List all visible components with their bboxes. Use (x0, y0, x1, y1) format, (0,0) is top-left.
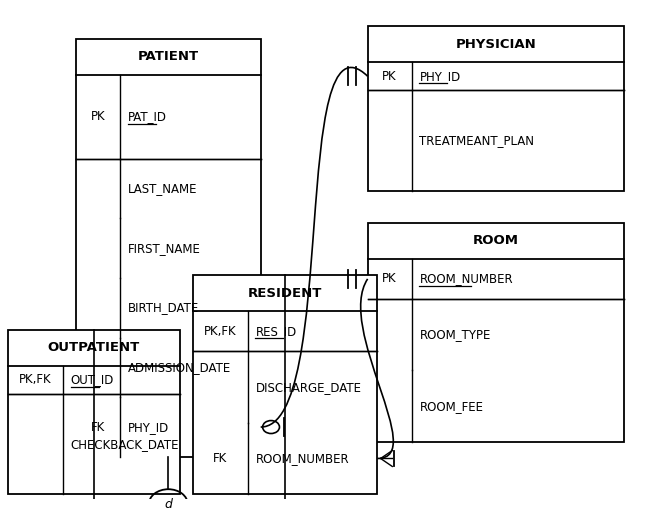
FancyBboxPatch shape (193, 275, 378, 494)
Text: FIRST_NAME: FIRST_NAME (128, 242, 201, 254)
Text: LAST_NAME: LAST_NAME (128, 182, 197, 195)
Text: PK: PK (382, 69, 397, 83)
Text: PHY_ID: PHY_ID (419, 69, 461, 83)
Text: PATIENT: PATIENT (138, 50, 199, 63)
FancyBboxPatch shape (76, 39, 260, 457)
Text: PK: PK (90, 110, 105, 123)
Text: PK,FK: PK,FK (204, 324, 236, 338)
Text: d: d (164, 498, 173, 510)
Text: ROOM_FEE: ROOM_FEE (419, 400, 484, 413)
FancyBboxPatch shape (8, 330, 180, 494)
Text: PHY_ID: PHY_ID (128, 421, 169, 433)
Text: BIRTH_DATE: BIRTH_DATE (128, 301, 199, 314)
Text: ROOM_NUMBER: ROOM_NUMBER (419, 272, 513, 286)
Text: PK: PK (382, 272, 397, 286)
Text: DISCHARGE_DATE: DISCHARGE_DATE (255, 381, 361, 393)
Text: FK: FK (213, 452, 227, 465)
Text: FK: FK (91, 421, 105, 433)
Text: OUT_ID: OUT_ID (71, 374, 114, 386)
FancyBboxPatch shape (368, 26, 624, 191)
Text: ROOM: ROOM (473, 235, 519, 247)
Text: RES_ID: RES_ID (255, 324, 297, 338)
Text: PHYSICIAN: PHYSICIAN (455, 38, 536, 51)
Text: ADMISSION_DATE: ADMISSION_DATE (128, 361, 231, 374)
Text: OUTPATIENT: OUTPATIENT (48, 341, 140, 354)
Text: RESIDENT: RESIDENT (248, 287, 322, 299)
Text: ROOM_TYPE: ROOM_TYPE (419, 328, 491, 341)
Text: CHECKBACK_DATE: CHECKBACK_DATE (71, 437, 179, 451)
Text: PAT_ID: PAT_ID (128, 110, 167, 123)
FancyBboxPatch shape (368, 223, 624, 442)
Text: ROOM_NUMBER: ROOM_NUMBER (255, 452, 349, 465)
Text: PK,FK: PK,FK (19, 374, 51, 386)
Text: TREATMEANT_PLAN: TREATMEANT_PLAN (419, 134, 534, 147)
